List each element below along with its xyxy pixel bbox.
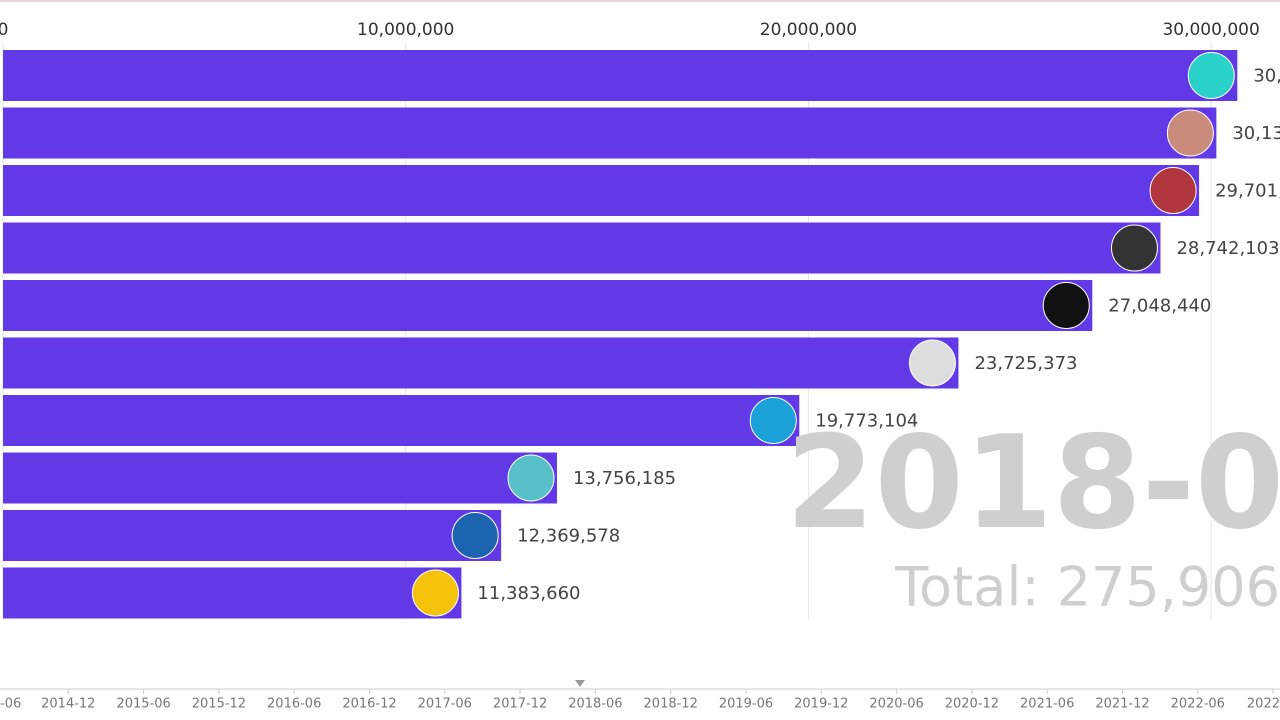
value-label: 28,742,103 <box>1176 238 1279 259</box>
period-label: 2018-0 <box>786 409 1280 558</box>
channel-icon <box>1166 109 1214 157</box>
x-tick-label: 30,000,000 <box>1162 20 1259 40</box>
timeline-label: 2016-06 <box>267 697 321 712</box>
timeline-label: 2018-12 <box>644 697 698 712</box>
timeline-label: -06 <box>0 697 21 712</box>
bar <box>3 337 959 389</box>
timeline-label: 2015-12 <box>192 697 246 712</box>
x-tick-label: 0 <box>0 20 8 40</box>
bar <box>3 165 1200 216</box>
timeline-label: 2016-12 <box>342 697 396 712</box>
value-label: 12,369,578 <box>517 526 620 547</box>
x-tick-label: 10,000,000 <box>357 20 454 40</box>
timeline-label: 2020-06 <box>869 697 923 712</box>
timeline: -06 2014-12 2015-06 2015-12 2016-06 2016-12 20… <box>0 689 1280 712</box>
bar <box>3 50 1238 101</box>
bar <box>3 452 557 504</box>
value-label: 11,383,660 <box>477 583 580 604</box>
bar <box>3 107 1217 159</box>
value-label: 30,13 <box>1232 123 1280 144</box>
channel-icon <box>749 397 797 444</box>
timeline-label: 2022 <box>1247 697 1280 712</box>
bar <box>3 280 1093 331</box>
timeline-label: 2017-06 <box>418 697 472 712</box>
timeline-label: 2015-06 <box>116 697 170 712</box>
channel-icon <box>411 569 459 617</box>
bars: 30, 30,13 29,701, 28,742,103 27,048,440 23,72… <box>3 50 1280 619</box>
value-label: 23,725,373 <box>974 353 1077 374</box>
channel-icon <box>1187 52 1235 99</box>
timeline-label: 2020-12 <box>945 697 999 712</box>
timeline-label: 2021-12 <box>1095 697 1149 712</box>
bar <box>3 222 1161 274</box>
timeline-marker[interactable] <box>575 680 585 687</box>
value-label: 29,701, <box>1215 181 1280 202</box>
timeline-label: 2022-06 <box>1171 697 1225 712</box>
timeline-label: 2019-06 <box>719 697 773 712</box>
timeline-label: 2021-06 <box>1020 697 1074 712</box>
timeline-label: 2014-12 <box>41 697 95 712</box>
timeline-label: 2019-12 <box>794 697 848 712</box>
x-tick-label: 20,000,000 <box>760 20 857 40</box>
bar <box>3 567 462 619</box>
channel-icon <box>451 512 499 559</box>
value-label: 19,773,104 <box>815 411 918 432</box>
channel-icon <box>1042 282 1090 329</box>
bar <box>3 395 800 446</box>
value-label: 27,048,440 <box>1108 296 1211 317</box>
value-label: 13,756,185 <box>573 468 676 489</box>
channel-icon <box>1110 224 1158 272</box>
timeline-label: 2018-06 <box>568 697 622 712</box>
channel-icon <box>1149 167 1197 214</box>
value-label: 30, <box>1253 66 1280 87</box>
timeline-label: 2017-12 <box>493 697 547 712</box>
channel-icon <box>507 454 555 502</box>
channel-icon <box>908 339 956 387</box>
total-label: Total: 275,906 <box>894 556 1280 619</box>
bar <box>3 510 502 561</box>
